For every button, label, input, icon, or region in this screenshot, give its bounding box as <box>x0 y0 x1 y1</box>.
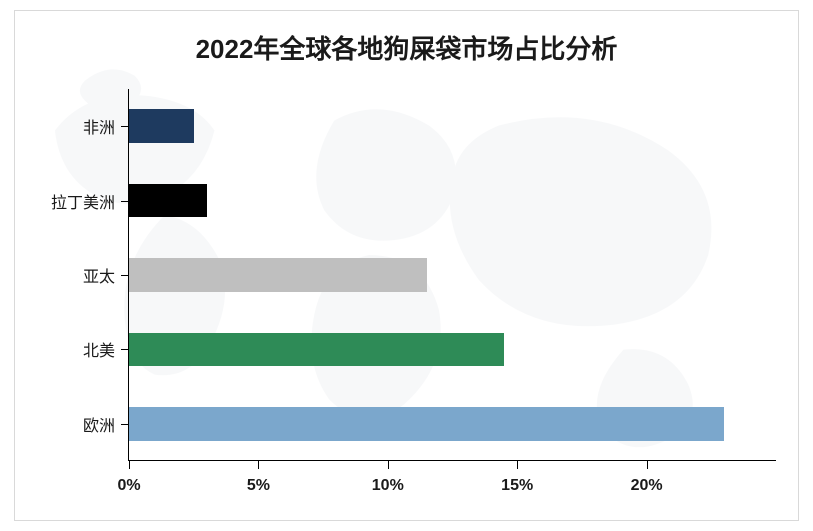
category-label: 欧洲 <box>83 412 115 436</box>
y-tick-mark <box>121 349 129 350</box>
x-tick-label: 0% <box>117 477 140 495</box>
bar <box>129 333 504 366</box>
bar <box>129 109 194 142</box>
bar <box>129 407 724 440</box>
x-tick-mark <box>517 461 518 469</box>
y-tick-mark <box>121 275 129 276</box>
x-tick-label: 5% <box>247 477 270 495</box>
plot-area: 0%5%10%15%20%非洲拉丁美洲亚太北美欧洲 <box>128 89 776 461</box>
x-tick-label: 10% <box>372 477 404 495</box>
chart-title: 2022年全球各地狗屎袋市场占比分析 <box>15 29 798 66</box>
x-tick-mark <box>129 461 130 469</box>
y-tick-mark <box>121 126 129 127</box>
y-tick-mark <box>121 201 129 202</box>
x-tick-mark <box>388 461 389 469</box>
category-label: 拉丁美洲 <box>51 189 115 213</box>
category-label: 非洲 <box>83 114 115 138</box>
y-tick-mark <box>121 424 129 425</box>
x-tick-label: 20% <box>631 477 663 495</box>
category-label: 北美 <box>83 337 115 361</box>
x-axis-line <box>129 460 776 461</box>
bar <box>129 258 427 291</box>
category-label: 亚太 <box>83 263 115 287</box>
bar <box>129 184 207 217</box>
x-tick-mark <box>647 461 648 469</box>
chart-panel: 2022年全球各地狗屎袋市场占比分析 0%5%10%15%20%非洲拉丁美洲亚太… <box>14 10 799 521</box>
x-tick-label: 15% <box>501 477 533 495</box>
x-tick-mark <box>258 461 259 469</box>
